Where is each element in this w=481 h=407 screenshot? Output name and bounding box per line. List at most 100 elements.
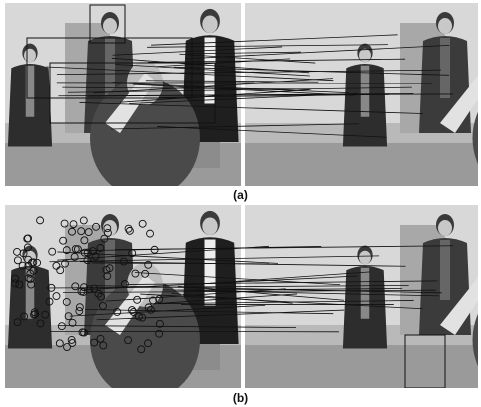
person-shirt bbox=[25, 65, 35, 117]
match-line bbox=[57, 325, 296, 328]
feature-point bbox=[103, 272, 112, 281]
feature-point bbox=[146, 305, 155, 314]
feature-point bbox=[79, 216, 88, 225]
feature-point bbox=[96, 292, 105, 301]
feature-point bbox=[128, 306, 136, 315]
bounding-box bbox=[26, 37, 193, 99]
match-line bbox=[105, 288, 286, 302]
feature-point bbox=[124, 224, 133, 233]
feature-point bbox=[63, 343, 71, 352]
match-line bbox=[125, 280, 438, 285]
feature-point bbox=[155, 319, 164, 328]
feature-point bbox=[24, 274, 33, 283]
match-line bbox=[133, 83, 355, 96]
bounding-box bbox=[404, 334, 446, 388]
person-shirt bbox=[204, 37, 216, 104]
person-face bbox=[103, 220, 117, 236]
feature-point bbox=[128, 249, 137, 258]
match-line bbox=[46, 66, 334, 82]
feature-point bbox=[47, 283, 56, 292]
foreground-person bbox=[90, 280, 200, 388]
figure-panel-b bbox=[5, 205, 478, 388]
match-line bbox=[147, 44, 388, 48]
match-line bbox=[93, 78, 333, 94]
feature-point bbox=[138, 219, 147, 228]
feature-point bbox=[99, 301, 107, 310]
match-line bbox=[157, 126, 387, 138]
person-face bbox=[202, 217, 218, 236]
person-face bbox=[202, 15, 218, 34]
match-line bbox=[79, 261, 406, 267]
feature-point bbox=[84, 228, 93, 237]
feature-point bbox=[83, 256, 92, 265]
feature-point bbox=[13, 256, 22, 265]
match-line bbox=[188, 51, 301, 55]
feature-point bbox=[141, 269, 150, 278]
feature-point bbox=[99, 341, 108, 350]
feature-point bbox=[13, 318, 22, 327]
feature-point bbox=[83, 248, 92, 257]
feature-point bbox=[144, 303, 153, 312]
match-line bbox=[177, 285, 345, 301]
feature-point bbox=[113, 307, 122, 316]
feature-point bbox=[150, 245, 159, 254]
feature-point bbox=[67, 335, 76, 344]
feature-point bbox=[68, 339, 77, 347]
feature-point bbox=[134, 312, 143, 321]
feature-point bbox=[80, 283, 88, 292]
raised-arm bbox=[105, 275, 155, 335]
feature-point bbox=[77, 287, 86, 296]
feature-point bbox=[100, 234, 109, 243]
feature-point bbox=[11, 279, 19, 288]
match-line bbox=[140, 293, 423, 310]
feature-point bbox=[27, 258, 36, 267]
person-shirt bbox=[360, 267, 370, 319]
match-line bbox=[173, 66, 449, 76]
feature-point bbox=[26, 269, 35, 278]
match-line bbox=[177, 288, 403, 291]
feature-point bbox=[20, 312, 29, 321]
feature-point bbox=[41, 310, 50, 319]
person-shirt bbox=[360, 65, 370, 117]
feature-point bbox=[80, 328, 89, 337]
bounding-box bbox=[89, 4, 126, 44]
person-shirt bbox=[25, 267, 35, 319]
feature-point bbox=[73, 245, 82, 254]
feature-point bbox=[96, 244, 105, 252]
feature-point bbox=[77, 227, 86, 236]
match-line bbox=[145, 80, 319, 83]
match-line bbox=[110, 123, 360, 130]
match-line bbox=[112, 46, 283, 56]
feature-point bbox=[88, 247, 97, 255]
panel-label: (a) bbox=[233, 188, 248, 202]
figure-panel-a bbox=[5, 3, 478, 186]
feature-point bbox=[131, 269, 140, 278]
feature-point bbox=[70, 252, 79, 261]
feature-point bbox=[68, 227, 76, 236]
person-shirt bbox=[440, 240, 450, 300]
feature-point bbox=[62, 298, 71, 306]
feature-point bbox=[85, 285, 94, 294]
divider bbox=[241, 205, 245, 388]
feature-point bbox=[119, 257, 128, 266]
person-shirt bbox=[105, 38, 115, 98]
panel-label: (b) bbox=[232, 391, 249, 405]
feature-point bbox=[59, 236, 68, 245]
feature-point bbox=[23, 243, 32, 252]
person-shirt bbox=[204, 239, 216, 306]
feature-point bbox=[69, 220, 78, 229]
person-face bbox=[438, 220, 452, 236]
floor bbox=[245, 143, 478, 186]
feature-point bbox=[64, 312, 73, 321]
feature-point bbox=[103, 224, 112, 233]
feature-point bbox=[11, 274, 19, 283]
feature-point bbox=[144, 260, 153, 269]
feature-point bbox=[60, 219, 69, 228]
match-line bbox=[58, 93, 454, 97]
feature-point bbox=[19, 249, 28, 258]
bounding-box bbox=[49, 62, 216, 124]
feature-point bbox=[91, 252, 100, 261]
feature-point bbox=[80, 248, 89, 257]
feature-point bbox=[92, 222, 101, 231]
feature-point bbox=[71, 282, 80, 291]
